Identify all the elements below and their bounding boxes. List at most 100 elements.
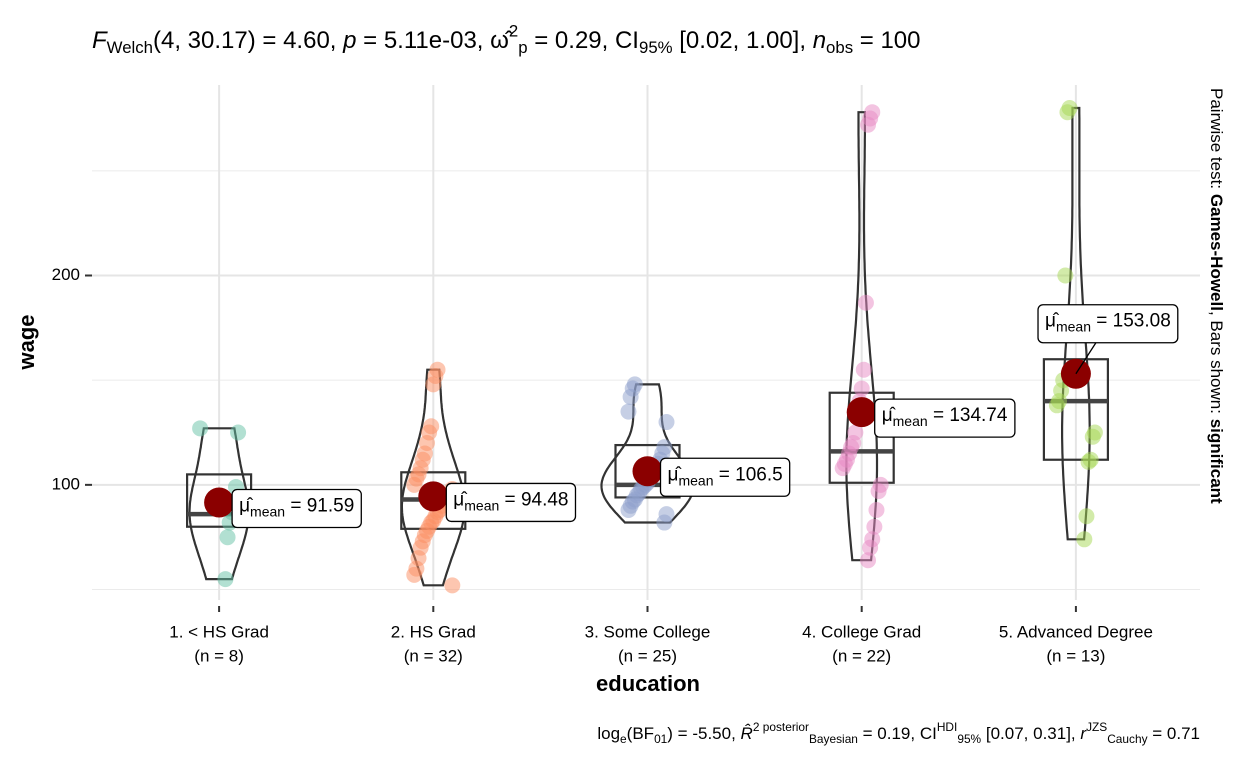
mean-operator: = [1091, 311, 1113, 332]
mean-point [418, 481, 449, 512]
y-tick-label: 200 [52, 265, 80, 284]
text-segment: log [597, 724, 620, 743]
data-point [834, 460, 851, 477]
caption: loge(BF01) = -5.50, R̂2 posteriorBayesia… [597, 720, 1200, 746]
x-tick-label: 1. < HS Grad [169, 622, 269, 641]
data-point [230, 424, 247, 441]
mean-label-box [659, 457, 791, 497]
mean-subscript: mean [1056, 318, 1091, 334]
data-point [1084, 428, 1101, 445]
text-segment: [0.02, 1.00], [673, 27, 813, 54]
text-segment: Pairwise test: [1207, 88, 1226, 194]
text-segment: 2 posterior [753, 720, 809, 734]
mean-value: 153.08 [1113, 311, 1171, 332]
data-point [192, 420, 209, 437]
data-point [425, 376, 442, 393]
data-point [1048, 397, 1065, 414]
data-point [622, 388, 639, 405]
mean-label: μ̂mean = 106.5 [659, 457, 791, 497]
text-segment: 01 [654, 732, 668, 746]
data-point [620, 501, 637, 518]
text-segment: r [1080, 724, 1087, 743]
text-segment: 95% [957, 732, 981, 746]
mean-label: μ̂mean = 94.48 [445, 482, 577, 523]
mean-value: 106.5 [735, 464, 783, 485]
y-axis-title: wage [14, 314, 39, 370]
data-point [1078, 508, 1095, 525]
mean-label-text: μ̂mean = 153.08 [1045, 311, 1171, 335]
data-point [406, 566, 423, 583]
x-tick-count: (n = 8) [194, 646, 244, 665]
mean-label-box [231, 488, 362, 529]
text-segment: ) = -5.50, [667, 724, 740, 743]
data-point [860, 116, 877, 133]
mean-label-box [874, 398, 1016, 438]
text-segment: Games-Howell [1207, 194, 1226, 311]
data-point [620, 403, 637, 420]
mean-value: 91.59 [307, 495, 355, 516]
text-segment: = 5.11e-03, [356, 27, 490, 54]
mean-label-text: μ̂mean = 91.59 [239, 495, 354, 519]
data-point [219, 529, 236, 546]
y-tick-label: 100 [52, 474, 80, 493]
text-segment: JZS [1086, 720, 1107, 734]
text-segment: = 0.29, CI [528, 27, 639, 54]
text-segment: p [342, 27, 356, 54]
text-segment: p [518, 39, 527, 58]
mean-subscript: mean [893, 413, 928, 429]
text-segment: = 100 [853, 27, 920, 54]
x-tick-count: (n = 22) [832, 646, 891, 665]
x-tick-count: (n = 13) [1046, 646, 1105, 665]
data-point [868, 501, 885, 518]
data-point [855, 361, 872, 378]
data-point [1076, 531, 1093, 548]
mean-operator: = [285, 495, 307, 516]
data-point [853, 380, 870, 397]
text-segment: (4, 30.17) = 4.60, [153, 27, 343, 54]
data-point [658, 414, 675, 431]
text-segment: ω̂ [490, 27, 513, 54]
mean-operator: = [499, 489, 521, 510]
text-segment: Bayesian [809, 732, 858, 746]
data-point [1057, 267, 1074, 284]
mean-point [632, 456, 663, 487]
mean-operator: = [713, 464, 735, 485]
x-tick-label: 5. Advanced Degree [999, 622, 1153, 641]
data-point [444, 577, 461, 594]
x-tick-count: (n = 25) [618, 646, 677, 665]
text-segment: significant [1207, 419, 1226, 504]
marks: μ̂mean = 91.59 μ̂mean = 94.48 μ̂mean = 106… [186, 100, 1179, 594]
mean-operator: = [928, 405, 950, 426]
mean-label-box [445, 482, 577, 523]
mean-label-box [1037, 304, 1179, 344]
data-point [406, 476, 423, 493]
text-segment: Welch [107, 39, 153, 58]
mean-label: μ̂mean = 91.59 [231, 488, 362, 529]
data-point [217, 571, 234, 588]
data-point [1080, 453, 1097, 470]
x-tick-label: 4. College Grad [802, 622, 921, 641]
x-tick-count: (n = 32) [404, 646, 463, 665]
text-segment: (BF [627, 724, 654, 743]
mean-point [846, 397, 877, 428]
x-axis-title: education [596, 671, 700, 696]
mean-subscript: mean [464, 497, 499, 513]
grid [85, 85, 1200, 612]
data-point [860, 552, 877, 569]
chart-title: FWelch(4, 30.17) = 4.60, p = 5.11e-03, ω… [92, 22, 921, 58]
text-segment: HDI [937, 720, 957, 734]
mean-label-text: μ̂mean = 106.5 [668, 464, 783, 488]
mean-label-text: μ̂mean = 134.74 [882, 405, 1008, 429]
data-point [862, 539, 879, 556]
mean-label: μ̂mean = 153.08 [1037, 304, 1179, 375]
data-point [866, 518, 883, 535]
mean-value: 134.74 [949, 405, 1008, 426]
mean-subscript: mean [678, 472, 713, 488]
data-point [656, 514, 673, 531]
text-segment: , Bars shown: [1207, 311, 1226, 419]
text-segment: 95% [639, 39, 673, 58]
mean-value: 94.48 [521, 489, 569, 510]
text-segment: n [813, 27, 826, 54]
